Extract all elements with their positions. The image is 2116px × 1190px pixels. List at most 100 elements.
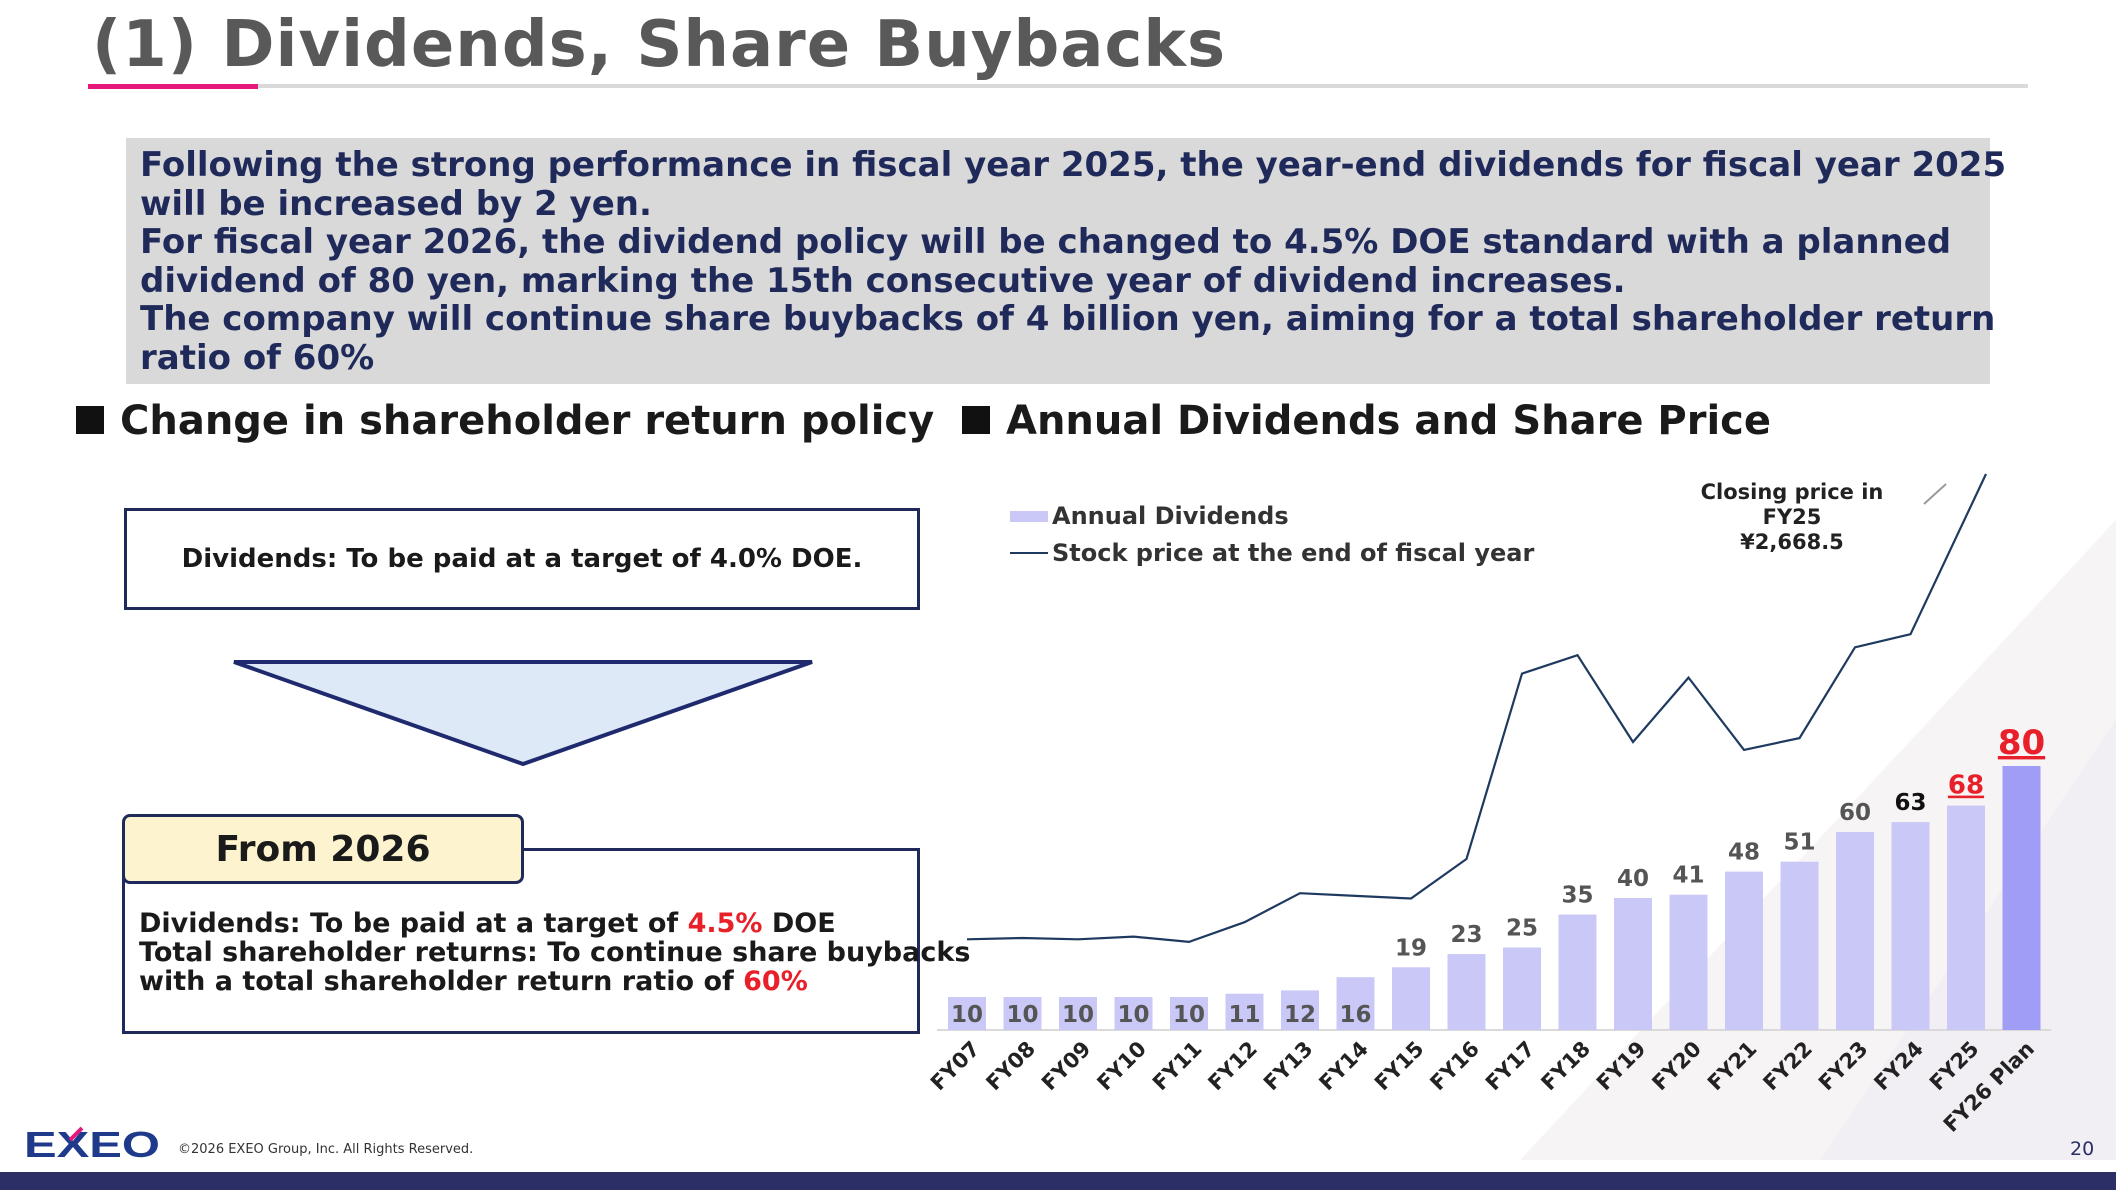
- summary-line: The company will continue share buybacks…: [140, 299, 1996, 339]
- dividend-bar: [1558, 914, 1597, 1030]
- dividend-value-label: 40: [1617, 866, 1649, 892]
- square-bullet-icon: [76, 406, 104, 434]
- dividend-bar: [1170, 997, 1208, 1030]
- dividend-value-label: 68: [1948, 771, 1984, 801]
- policy-section-heading: Change in shareholder return policy: [76, 398, 934, 444]
- dividend-bar: [1725, 871, 1763, 1030]
- dividend-value-label: 51: [1783, 830, 1815, 856]
- dividend-bar: [1447, 954, 1486, 1030]
- dividend-bar: [1780, 861, 1819, 1030]
- x-tick-label: FY19: [1592, 1037, 1651, 1096]
- chart-section-heading: Annual Dividends and Share Price: [962, 398, 1771, 444]
- dividend-value-label: 12: [1284, 1002, 1316, 1028]
- summary-line: dividend of 80 yen, marking the 15th con…: [140, 260, 1626, 301]
- new-policy-line: Dividends: To be paid at a target of 4.5…: [139, 909, 905, 938]
- dividend-bar: [1947, 805, 1985, 1030]
- dividend-bar: [948, 997, 986, 1030]
- x-tick-label: FY15: [1370, 1037, 1429, 1096]
- dividend-bar: [1059, 997, 1097, 1030]
- dividend-value-label: 10: [951, 1002, 983, 1028]
- x-tick-label: FY11: [1148, 1037, 1207, 1096]
- x-tick-label: FY21: [1703, 1037, 1762, 1096]
- dividend-value-label: 35: [1561, 883, 1593, 909]
- annotation-value: ¥2,668.5: [1740, 530, 1844, 554]
- dividend-value-label: 10: [1006, 1002, 1038, 1028]
- x-tick-label: FY23: [1814, 1037, 1873, 1096]
- dividend-bar: [1836, 832, 1874, 1030]
- x-tick-label: FY12: [1204, 1037, 1263, 1096]
- new-policy-line: with a total shareholder return ratio of…: [139, 967, 905, 996]
- dividend-bar: [1614, 898, 1652, 1030]
- new-policy-text: with a total shareholder return ratio of: [139, 966, 744, 997]
- dividend-bar: [1281, 990, 1319, 1030]
- dividend-bar: [1336, 977, 1375, 1030]
- x-tick-label: FY07: [926, 1037, 985, 1096]
- from-2026-label: From 2026: [122, 814, 524, 884]
- annotation-line: Closing price in FY25: [1700, 480, 1884, 529]
- dividend-bar: [1003, 997, 1042, 1030]
- copyright-text: ©2026 EXEO Group, Inc. All Rights Reserv…: [178, 1142, 474, 1157]
- x-tick-label: FY10: [1093, 1037, 1152, 1096]
- svg-text:EXEO: EXEO: [24, 1126, 160, 1160]
- dividend-value-label: 16: [1339, 1002, 1371, 1028]
- x-tick-label: FY22: [1759, 1037, 1818, 1096]
- policy-heading-text: Change in shareholder return policy: [120, 398, 935, 444]
- dividend-value-label: 60: [1839, 800, 1871, 826]
- dividend-value-label: 23: [1450, 922, 1482, 948]
- exeo-logo: EXEO: [24, 1126, 160, 1160]
- dividend-bar: [2002, 766, 2041, 1030]
- square-bullet-icon: [962, 406, 990, 434]
- new-policy-text: Dividends: To be paid at a target of: [139, 908, 688, 939]
- dividend-bar: [1669, 894, 1708, 1030]
- dividend-bar: [1891, 822, 1930, 1030]
- dividend-bar: [1392, 967, 1430, 1030]
- annotation-leader-line: [1923, 483, 1947, 505]
- x-tick-label: FY18: [1537, 1037, 1596, 1096]
- doe-target-value: 4.5%: [687, 908, 763, 939]
- closing-price-annotation: Closing price in FY25 ¥2,668.5: [1672, 480, 1912, 555]
- dividend-value-label: 19: [1395, 935, 1427, 961]
- title-divider: [88, 84, 2028, 88]
- down-arrow-icon: [233, 660, 813, 767]
- x-tick-label: FY24: [1870, 1037, 1929, 1096]
- page-title: (1) Dividends, Share Buybacks: [92, 8, 1227, 82]
- dividend-value-label: 10: [1117, 1002, 1149, 1028]
- footer-bar: [0, 1172, 2116, 1190]
- summary-line: For fiscal year 2026, the dividend polic…: [140, 222, 1952, 262]
- dividend-value-label: 63: [1894, 790, 1926, 816]
- dividend-value-label: 41: [1672, 863, 1704, 889]
- dividend-bar: [1114, 997, 1153, 1030]
- stock-price-line: [966, 473, 1987, 944]
- summary-box: Following the strong performance in fisc…: [126, 138, 2006, 384]
- legend-label-dividends: Annual Dividends: [1052, 502, 1289, 530]
- x-tick-label: FY13: [1259, 1037, 1318, 1096]
- dividend-value-label: 11: [1228, 1002, 1260, 1028]
- x-tick-label: FY08: [982, 1037, 1041, 1096]
- summary-line: will be increased by 2 yen.: [140, 183, 652, 224]
- title-accent-bar: [88, 84, 258, 89]
- new-policy-text: DOE: [762, 908, 836, 939]
- x-tick-label: FY14: [1315, 1037, 1374, 1096]
- x-tick-label: FY09: [1037, 1037, 1096, 1096]
- dividend-value-label: 10: [1062, 1002, 1094, 1028]
- return-ratio-value: 60%: [743, 966, 808, 997]
- chart-heading-text: Annual Dividends and Share Price: [1006, 398, 1771, 444]
- x-tick-label: FY20: [1648, 1037, 1707, 1096]
- dividend-bar: [1225, 993, 1264, 1030]
- summary-line: ratio of 60%: [140, 337, 375, 378]
- dividend-value-label: 10: [1173, 1002, 1205, 1028]
- x-tick-label: FY16: [1426, 1037, 1485, 1096]
- page-number: 20: [2070, 1138, 2095, 1160]
- x-tick-label: FY17: [1481, 1037, 1540, 1096]
- dividend-value-label: 48: [1728, 840, 1760, 866]
- legend-swatch-stock-price: [1010, 552, 1048, 554]
- old-policy-box: Dividends: To be paid at a target of 4.0…: [124, 508, 920, 610]
- new-policy-line: Total shareholder returns: To continue s…: [139, 937, 971, 968]
- old-policy-text: Dividends: To be paid at a target of 4.0…: [181, 544, 863, 574]
- dividend-value-label: 80: [1998, 723, 2045, 763]
- dividend-bar: [1503, 947, 1541, 1030]
- legend-label-stock-price: Stock price at the end of fiscal year: [1052, 539, 1535, 567]
- legend-swatch-dividends: [1010, 511, 1048, 522]
- dividend-value-label: 25: [1506, 916, 1538, 942]
